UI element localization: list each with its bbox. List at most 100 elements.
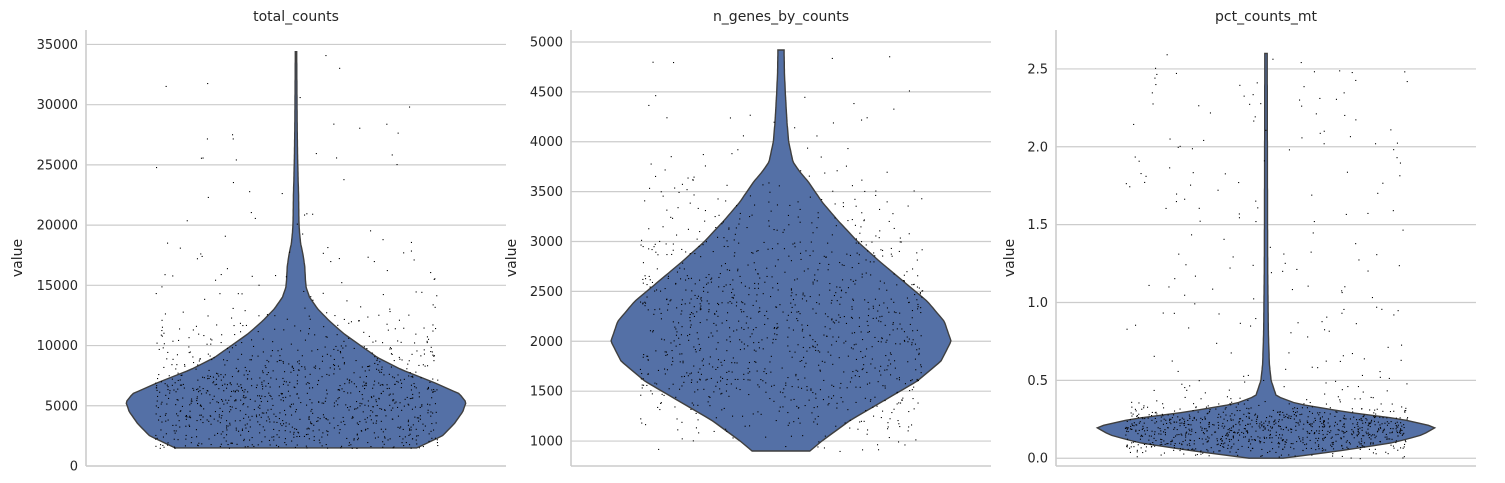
data-point — [664, 373, 666, 375]
data-point — [666, 254, 668, 256]
data-point — [329, 422, 331, 424]
data-point — [161, 326, 163, 328]
data-point — [374, 437, 376, 439]
data-point — [773, 229, 775, 231]
data-point — [1232, 435, 1234, 437]
data-point — [1135, 429, 1137, 431]
data-point — [696, 381, 698, 383]
data-point — [858, 254, 860, 256]
data-point — [916, 378, 918, 380]
data-point — [285, 276, 287, 278]
data-point — [734, 362, 736, 364]
data-point — [1126, 420, 1128, 422]
data-point — [253, 345, 255, 347]
data-point — [850, 316, 852, 318]
data-point — [1308, 433, 1310, 435]
data-point — [291, 426, 293, 428]
data-point — [226, 434, 228, 436]
data-point — [406, 368, 408, 370]
data-point — [849, 427, 851, 429]
data-point — [245, 413, 247, 415]
data-point — [393, 446, 395, 448]
data-point — [742, 415, 744, 417]
data-point — [862, 339, 864, 341]
data-point — [645, 424, 647, 426]
data-point — [1288, 415, 1290, 417]
data-point — [290, 343, 292, 345]
data-point — [862, 357, 864, 359]
data-point — [1247, 412, 1249, 414]
data-point — [1318, 426, 1320, 428]
data-point — [1285, 426, 1287, 428]
data-point — [217, 420, 219, 422]
data-point — [281, 393, 283, 395]
data-point — [715, 324, 717, 326]
data-point — [1404, 440, 1406, 442]
data-point — [202, 416, 204, 418]
data-point — [860, 351, 862, 353]
data-point — [884, 369, 886, 371]
data-point — [1160, 433, 1162, 435]
data-point — [427, 365, 429, 367]
data-point — [692, 179, 694, 181]
data-point — [1299, 419, 1301, 421]
data-point — [790, 302, 792, 304]
data-point — [870, 363, 872, 365]
data-point — [281, 193, 283, 195]
data-point — [201, 393, 203, 395]
data-point — [840, 296, 842, 298]
y-tick-label: 25000 — [37, 158, 78, 173]
data-point — [693, 365, 695, 367]
data-point — [1295, 422, 1297, 424]
data-point — [796, 405, 798, 407]
data-point — [164, 274, 166, 276]
data-point — [278, 386, 280, 388]
data-point — [1372, 442, 1374, 444]
data-point — [340, 345, 342, 347]
data-point — [240, 384, 242, 386]
data-point — [1217, 189, 1219, 191]
data-point — [432, 391, 434, 393]
data-point — [231, 406, 233, 408]
data-point — [1241, 431, 1243, 433]
data-point — [1162, 423, 1164, 425]
data-point — [793, 421, 795, 423]
data-point — [763, 241, 765, 243]
data-point — [1376, 408, 1378, 410]
data-point — [807, 324, 809, 326]
data-point — [835, 425, 837, 427]
data-point — [802, 435, 804, 437]
data-point — [642, 378, 644, 380]
data-point — [1313, 71, 1315, 73]
data-point — [1340, 420, 1342, 422]
data-point — [237, 371, 239, 373]
data-point — [875, 190, 877, 192]
data-point — [1230, 404, 1232, 406]
data-point — [1147, 417, 1149, 419]
data-point — [1368, 448, 1370, 450]
data-point — [1288, 454, 1290, 456]
data-point — [708, 311, 710, 313]
data-point — [1372, 397, 1374, 399]
data-point — [656, 289, 658, 291]
data-point — [310, 296, 312, 298]
data-point — [663, 394, 665, 396]
data-point — [397, 415, 399, 417]
data-point — [321, 402, 323, 404]
data-point — [1273, 421, 1275, 423]
data-point — [329, 367, 331, 369]
data-point — [1343, 432, 1345, 434]
data-point — [342, 357, 344, 359]
data-point — [814, 418, 816, 420]
data-point — [1230, 419, 1232, 421]
data-point — [184, 364, 186, 366]
data-point — [1326, 433, 1328, 435]
data-point — [288, 363, 290, 365]
data-point — [374, 380, 376, 382]
data-point — [1335, 411, 1337, 413]
data-point — [680, 278, 682, 280]
data-point — [639, 368, 641, 370]
data-point — [787, 314, 789, 316]
data-point — [238, 430, 240, 432]
data-point — [864, 355, 866, 357]
